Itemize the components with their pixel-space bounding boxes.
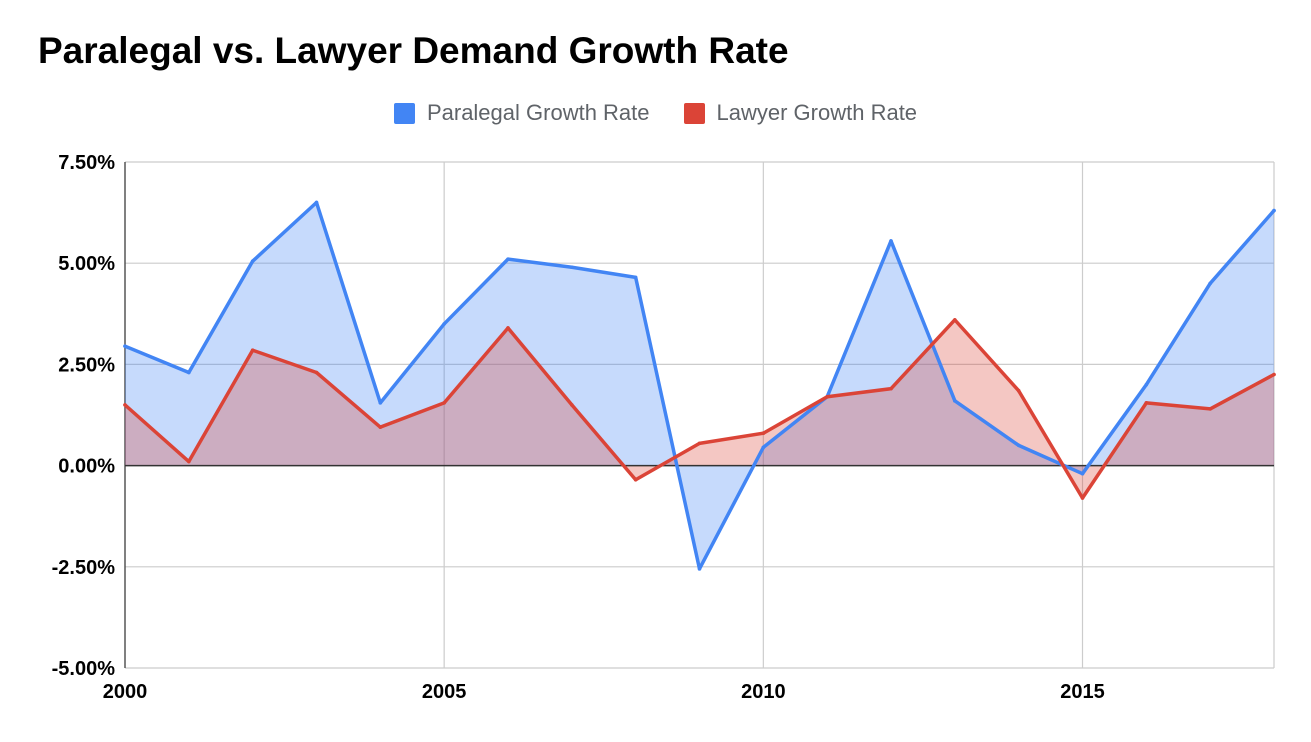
data-point-lawyer: [1016, 388, 1021, 393]
data-point-paralegal: [761, 445, 766, 450]
data-point-paralegal: [1208, 281, 1212, 286]
data-point-paralegal: [442, 322, 446, 326]
legend: Paralegal Growth Rate Lawyer Growth Rate: [0, 100, 1311, 126]
y-tick-label: 5.00%: [58, 253, 115, 275]
data-point-lawyer: [570, 403, 574, 407]
data-point-paralegal: [953, 399, 957, 403]
legend-label-lawyer: Lawyer Growth Rate: [716, 100, 918, 125]
y-tick-label: 0.00%: [58, 456, 115, 478]
data-point-lawyer: [697, 441, 702, 446]
data-point-lawyer: [1144, 401, 1149, 405]
data-point-lawyer: [1080, 496, 1085, 500]
legend-item-paralegal[interactable]: Paralegal Growth Rate: [393, 100, 650, 126]
data-point-paralegal: [123, 344, 127, 348]
data-point-lawyer: [250, 348, 255, 353]
legend-swatch-paralegal: [393, 102, 415, 124]
data-point-paralegal: [697, 567, 702, 571]
data-point-paralegal: [889, 239, 893, 243]
x-tick-label: 2005: [422, 681, 467, 703]
data-point-lawyer: [442, 401, 446, 405]
data-point-paralegal: [1016, 443, 1021, 448]
data-point-paralegal: [1080, 471, 1085, 476]
data-point-lawyer: [1272, 372, 1276, 377]
legend-label-paralegal: Paralegal Growth Rate: [426, 100, 650, 125]
area-fill-paralegal: [125, 202, 1274, 569]
data-point-lawyer: [633, 477, 638, 482]
area-fill-lawyer: [125, 319, 1274, 498]
y-tick-label: 2.50%: [58, 354, 115, 376]
data-point-lawyer: [761, 431, 766, 436]
data-point-paralegal: [187, 370, 191, 375]
y-tick-label: 7.50%: [58, 152, 115, 174]
data-point-paralegal: [506, 257, 510, 261]
data-point-paralegal: [378, 401, 383, 405]
y-tick-label: -5.00%: [52, 658, 116, 680]
y-tick-label: -2.50%: [52, 557, 116, 579]
x-tick-label: 2015: [1060, 681, 1105, 703]
data-point-lawyer: [378, 425, 383, 429]
data-point-lawyer: [1208, 407, 1212, 411]
data-point-paralegal: [1144, 382, 1149, 387]
data-point-lawyer: [889, 386, 893, 391]
data-point-paralegal: [570, 265, 574, 270]
legend-swatch-lawyer: [683, 102, 705, 124]
data-point-paralegal: [633, 275, 638, 280]
x-tick-label: 2010: [741, 681, 786, 703]
data-point-lawyer: [506, 326, 510, 330]
chart-title: Paralegal vs. Lawyer Demand Growth Rate: [38, 30, 789, 71]
data-point-paralegal: [1272, 208, 1276, 213]
legend-item-lawyer[interactable]: Lawyer Growth Rate: [683, 100, 918, 126]
data-point-paralegal: [250, 259, 255, 263]
data-point-paralegal: [314, 200, 319, 205]
x-tick-label: 2000: [103, 681, 148, 703]
data-point-lawyer: [953, 318, 957, 322]
data-point-lawyer: [314, 370, 319, 375]
data-point-lawyer: [187, 459, 191, 464]
data-point-lawyer: [123, 403, 127, 407]
data-point-lawyer: [825, 394, 829, 399]
